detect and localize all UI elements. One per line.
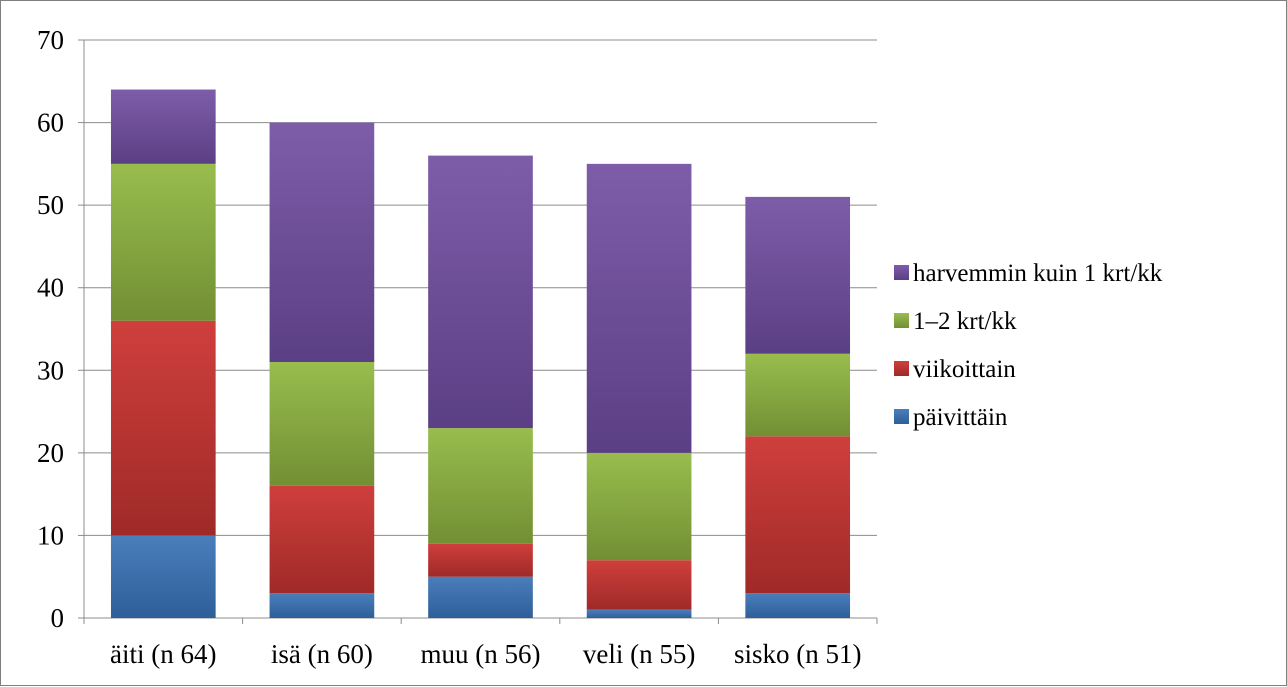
bar-segment bbox=[269, 485, 375, 594]
x-category-label: sisko (n 51) bbox=[734, 639, 862, 669]
legend: harvemmin kuin 1 krt/kk 1–2 krt/kk viikoit… bbox=[894, 260, 1163, 431]
bar-segment bbox=[428, 576, 533, 618]
bar-segment bbox=[110, 535, 216, 618]
legend-swatch bbox=[894, 313, 909, 328]
legend-label: 1–2 krt/kk bbox=[913, 308, 1017, 335]
bar-segment bbox=[428, 428, 533, 544]
bar-segment bbox=[745, 436, 851, 594]
bar-segment bbox=[745, 593, 851, 618]
bar-segment bbox=[269, 122, 375, 363]
bar-segment bbox=[586, 609, 692, 618]
y-tick-label: 70 bbox=[37, 25, 64, 55]
y-tick-label: 40 bbox=[37, 273, 64, 303]
y-tick-label: 50 bbox=[37, 190, 64, 220]
x-category-label: muu (n 56) bbox=[421, 639, 541, 669]
x-category-label: veli (n 55) bbox=[583, 639, 695, 669]
bars bbox=[110, 89, 851, 618]
bar-segment bbox=[269, 593, 375, 618]
bar-segment bbox=[586, 560, 692, 610]
bar-segment bbox=[110, 163, 216, 321]
y-tick-label: 0 bbox=[51, 603, 65, 633]
bar-segment bbox=[586, 452, 692, 561]
bar-segment bbox=[269, 362, 375, 486]
bar-segment bbox=[428, 543, 533, 577]
bar-segment bbox=[586, 163, 692, 453]
legend-swatch bbox=[894, 265, 909, 280]
y-tick-label: 60 bbox=[37, 108, 64, 138]
bar-segment bbox=[745, 196, 851, 354]
legend-swatch bbox=[894, 361, 909, 376]
y-tick-label: 10 bbox=[37, 520, 64, 550]
x-category-label: isä (n 60) bbox=[271, 639, 373, 669]
axis-labels: 0 10 20 30 40 50 60 70 äiti (n 64) isä (n 60) muu … bbox=[37, 25, 861, 669]
bar-segment bbox=[110, 89, 216, 164]
bar-segment bbox=[745, 353, 851, 437]
bar-segment bbox=[428, 155, 533, 429]
legend-swatch bbox=[894, 409, 909, 424]
x-category-label: äiti (n 64) bbox=[110, 639, 216, 669]
legend-label: päivittäin bbox=[913, 404, 1008, 431]
y-tick-label: 20 bbox=[37, 438, 64, 468]
bar-segment bbox=[110, 320, 216, 536]
legend-label: harvemmin kuin 1 krt/kk bbox=[913, 260, 1163, 287]
legend-label: viikoittain bbox=[913, 356, 1016, 383]
y-tick-label: 30 bbox=[37, 355, 64, 385]
